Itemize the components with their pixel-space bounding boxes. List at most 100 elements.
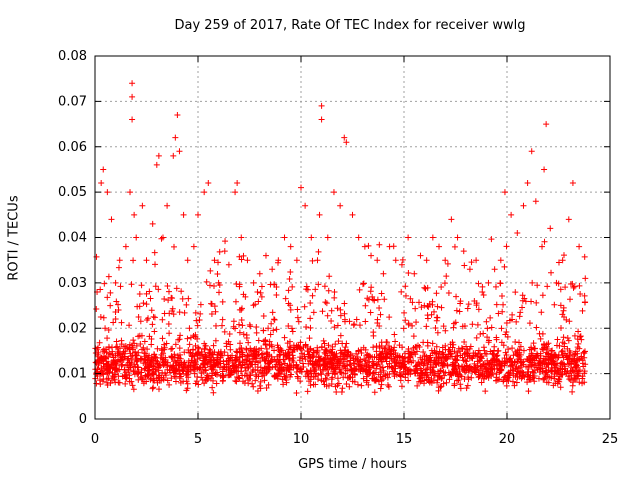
scatter-point <box>502 357 509 364</box>
scatter-cloud <box>92 235 589 397</box>
data-point <box>155 152 162 159</box>
scatter-point <box>303 283 310 290</box>
scatter-point <box>398 383 405 390</box>
scatter-point <box>171 243 178 250</box>
scatter-point <box>124 345 131 352</box>
scatter-point <box>267 281 274 288</box>
scatter-point <box>143 290 150 297</box>
scatter-point <box>365 242 372 249</box>
scatter-point <box>146 358 153 365</box>
scatter-point <box>535 375 542 382</box>
scatter-point <box>459 323 466 330</box>
scatter-point <box>287 306 294 313</box>
scatter-point <box>294 373 301 380</box>
scatter-point <box>149 371 156 378</box>
scatter-point <box>192 363 199 370</box>
scatter-point <box>147 295 154 302</box>
scatter-point <box>454 357 461 364</box>
scatter-point <box>216 248 223 255</box>
scatter-point <box>498 325 505 332</box>
scatter-point <box>400 325 407 332</box>
scatter-point <box>196 317 203 324</box>
scatter-point <box>164 377 171 384</box>
scatter-point <box>557 302 564 309</box>
scatter-point <box>286 343 293 350</box>
scatter-point <box>582 348 589 355</box>
scatter-point <box>370 344 377 351</box>
scatter-point <box>201 357 208 364</box>
data-point <box>491 266 498 273</box>
scatter-point <box>341 310 348 317</box>
scatter-point <box>119 373 126 380</box>
scatter-point <box>338 389 345 396</box>
scatter-point <box>111 373 118 380</box>
scatter-point <box>509 378 516 385</box>
scatter-point <box>516 313 523 320</box>
scatter-point <box>185 295 192 302</box>
scatter-point <box>546 374 553 381</box>
scatter-point <box>315 248 322 255</box>
scatter-point <box>469 368 476 375</box>
scatter-point <box>137 318 144 325</box>
scatter-point <box>562 368 569 375</box>
scatter-point <box>494 352 501 359</box>
scatter-point <box>252 361 259 368</box>
data-point <box>308 234 315 241</box>
scatter-point <box>457 300 464 307</box>
scatter-point <box>287 269 294 276</box>
scatter-point <box>386 314 393 321</box>
scatter-point <box>493 377 500 384</box>
data-point <box>262 252 269 259</box>
scatter-point <box>236 375 243 382</box>
scatter-point <box>493 336 500 343</box>
scatter-point <box>426 355 433 362</box>
scatter-point <box>342 365 349 372</box>
scatter-point <box>516 339 523 346</box>
scatter-point <box>271 316 278 323</box>
scatter-point <box>435 370 442 377</box>
scatter-point <box>434 303 441 310</box>
scatter-point <box>443 273 450 280</box>
scatter-point <box>305 353 312 360</box>
scatter-point <box>119 351 126 358</box>
scatter-point <box>483 369 490 376</box>
scatter-point <box>342 344 349 351</box>
scatter-point <box>192 342 199 349</box>
scatter-point <box>569 355 576 362</box>
scatter-point <box>356 286 363 293</box>
scatter-point <box>197 310 204 317</box>
data-point <box>539 243 546 250</box>
scatter-point <box>559 311 566 318</box>
scatter-point <box>544 283 551 290</box>
scatter-point <box>419 369 426 376</box>
scatter-point <box>396 354 403 361</box>
scatter-point <box>276 348 283 355</box>
scatter-point <box>294 306 301 313</box>
scatter-point <box>582 299 589 306</box>
scatter-point <box>309 257 316 264</box>
scatter-point <box>170 311 177 318</box>
scatter-point <box>178 288 185 295</box>
scatter-point <box>503 319 510 326</box>
scatter-point <box>271 373 278 380</box>
data-point <box>318 116 325 123</box>
scatter-point <box>318 371 325 378</box>
data-point <box>343 139 350 146</box>
scatter-point <box>571 332 578 339</box>
scatter-point <box>236 321 243 328</box>
data-point <box>170 152 177 159</box>
scatter-point <box>105 365 112 372</box>
scatter-point <box>219 298 226 305</box>
scatter-point <box>244 365 251 372</box>
scatter-point <box>252 301 259 308</box>
data-point <box>392 257 399 264</box>
scatter-point <box>414 367 421 374</box>
scatter-point <box>334 322 341 329</box>
scatter-point <box>441 357 448 364</box>
scatter-point <box>118 362 125 369</box>
scatter-point <box>115 264 122 271</box>
scatter-point <box>376 241 383 248</box>
scatter-point <box>449 362 456 369</box>
scatter-point <box>517 309 524 316</box>
